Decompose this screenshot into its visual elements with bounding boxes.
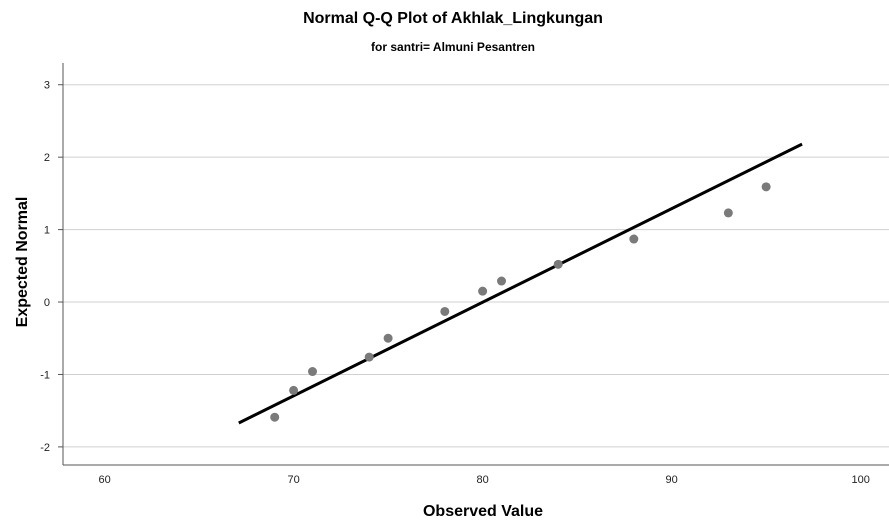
data-point [497,276,507,286]
y-tick-label: 0 [44,297,50,309]
x-tick-label: 80 [476,474,488,486]
y-axis-label: Expected Normal [14,197,31,328]
data-point [308,367,318,377]
data-points [270,182,771,422]
y-tick-label: 2 [44,152,50,164]
data-point [440,306,450,316]
x-tick-label: 70 [287,474,299,486]
data-point [761,182,771,192]
data-point [383,333,393,343]
x-axis-label: Observed Value [423,503,543,520]
reference-line [238,142,803,425]
reference-line-group [238,142,803,425]
data-point [723,208,733,218]
data-point [629,234,639,244]
tick-labels: -2 -1 0 1 2 3 60 70 80 90 100 [40,80,870,486]
axes [58,63,889,466]
data-point [270,412,280,422]
y-tick-label: -1 [40,369,50,381]
data-point [289,385,299,395]
y-tick-label: 1 [44,225,50,237]
data-point [478,286,488,296]
x-tick-label: 60 [98,474,110,486]
y-tick-label: -2 [40,442,50,454]
x-tick-label: 100 [851,474,869,486]
data-point [364,352,374,362]
x-tick-label: 90 [666,474,678,486]
y-tick-label: 3 [44,80,50,92]
grid-lines [63,84,889,448]
data-point [553,259,563,269]
chart-title: Normal Q-Q Plot of Akhlak_Lingkungan [303,10,603,27]
chart-subtitle: for santri= Almuni Pesantren [371,40,535,54]
